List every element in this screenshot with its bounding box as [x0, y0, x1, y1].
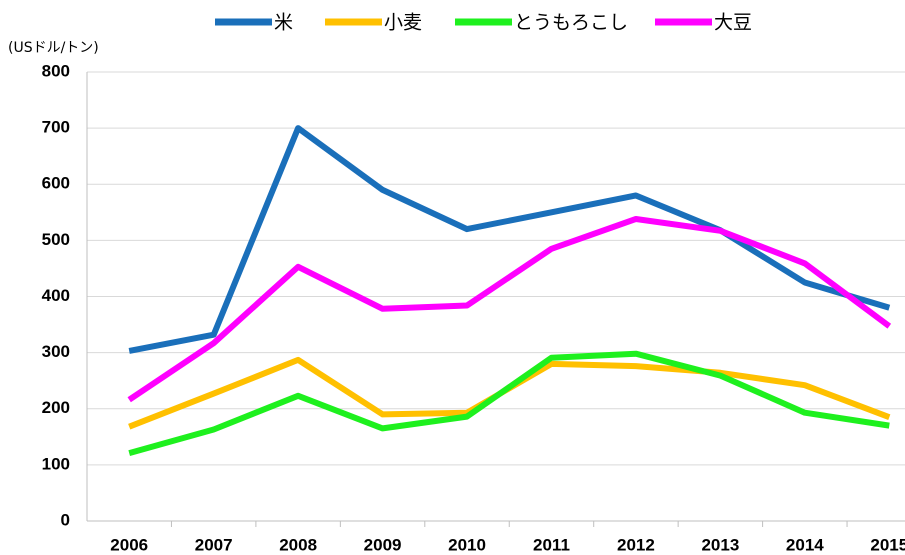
series-line	[127, 216, 892, 403]
x-tick-label: 2013	[701, 535, 739, 554]
y-tick-label: 700	[42, 118, 70, 137]
y-tick-label: 0	[61, 510, 70, 529]
legend-label: 大豆	[714, 12, 752, 34]
y-tick-label: 300	[42, 342, 70, 361]
x-tick-label: 2014	[786, 535, 824, 554]
y-tick-label: 200	[42, 398, 70, 417]
legend-label: 米	[274, 12, 293, 34]
y-tick-label: 600	[42, 174, 70, 193]
y-tick-label: 500	[42, 230, 70, 249]
x-tick-label: 2015	[870, 535, 905, 554]
legend-label: 小麦	[384, 12, 422, 34]
x-tick-label: 2012	[617, 535, 655, 554]
legend-label: とうもろこし	[514, 12, 628, 34]
series-line	[128, 125, 891, 354]
x-tick-label: 2007	[195, 535, 233, 554]
x-tick-label: 2006	[110, 535, 148, 554]
y-axis-unit: (USドル/トン)	[8, 40, 99, 56]
x-tick-label: 2009	[364, 535, 402, 554]
y-tick-label: 100	[42, 454, 70, 473]
x-tick-label: 2008	[279, 535, 317, 554]
x-tick-label: 2011	[533, 535, 570, 554]
y-tick-label: 800	[42, 61, 70, 80]
series-line	[128, 350, 890, 456]
x-tick-label: 2010	[448, 535, 486, 554]
y-tick-label: 400	[42, 286, 70, 305]
